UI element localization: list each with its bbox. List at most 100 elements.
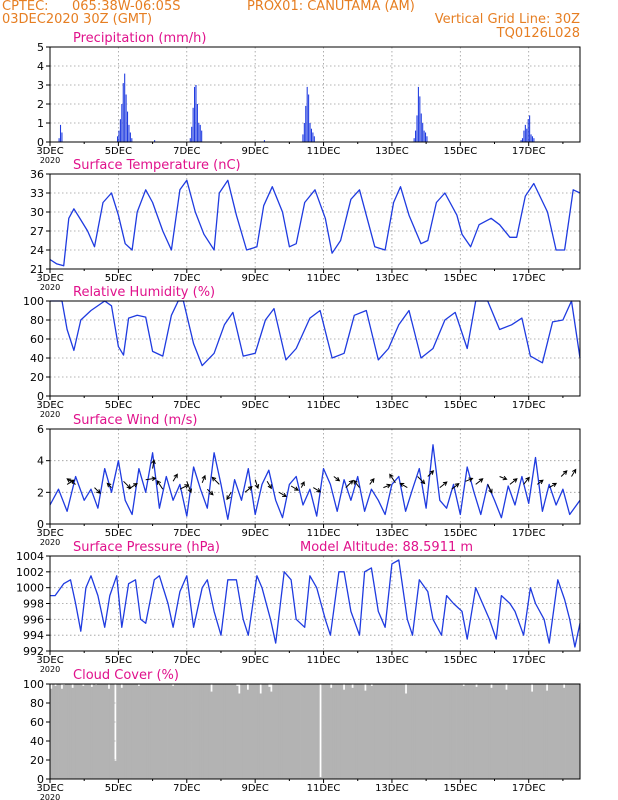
wind-arrow [151, 459, 156, 469]
cloud-bar [376, 684, 380, 779]
x-tick-label: 5DEC [105, 783, 132, 794]
cloud-bar [287, 684, 290, 779]
cloud-bar [503, 684, 506, 779]
wind-arrow [128, 483, 138, 490]
x-tick-label: 11DEC [307, 783, 341, 794]
wind-line [49, 444, 581, 520]
cloud-bar [107, 688, 111, 779]
wind-arrow [94, 487, 101, 494]
cloud-bar [443, 684, 446, 779]
press-line [50, 559, 581, 648]
wind-arrow [123, 480, 132, 490]
x-tick-label: 3DEC [36, 273, 63, 284]
cloud-bar [477, 684, 480, 779]
cloud-bar [184, 684, 188, 779]
cloud-bar [171, 685, 175, 779]
x-tick-label: 15DEC [443, 528, 477, 539]
y-tick-label: 0 [37, 773, 44, 786]
wind-arrow [211, 476, 220, 485]
wind-arrow [487, 484, 493, 494]
cloud-bar [111, 684, 115, 779]
x-tick-label: 9DEC [241, 783, 268, 794]
cloud-bar [413, 684, 416, 779]
cloud-bar [75, 684, 79, 779]
cloud-bar [114, 760, 117, 779]
cloud-bar [227, 684, 230, 779]
precip-bar [305, 105, 307, 142]
precip-bar [413, 138, 415, 142]
cloud-bar [520, 684, 523, 779]
cloud-bar [451, 684, 455, 779]
cloud-bar [139, 684, 143, 779]
x-tick-label: 11DEC [307, 528, 341, 539]
y-tick-label: 3 [37, 79, 44, 92]
cloud-bar [483, 684, 487, 779]
cloud-bar [293, 684, 297, 779]
precip-bar [126, 111, 129, 142]
cloud-bar [334, 684, 337, 779]
precip-bar [303, 123, 305, 142]
wind-arrow [427, 470, 435, 477]
cloud-bar [460, 684, 463, 779]
wind-arrow [560, 470, 568, 477]
cloud-bar [389, 684, 393, 779]
precip-bar [417, 86, 419, 142]
wind-arrow [439, 481, 448, 488]
panel-title: Surface Temperature (nC) [73, 158, 241, 173]
cloud-bar [103, 684, 106, 779]
cloud-bar [351, 687, 354, 779]
cloud-bar [186, 684, 190, 779]
cloud-bar [537, 684, 540, 779]
cloud-bar [344, 684, 348, 779]
precip-bar [118, 130, 120, 142]
cloud-bar [332, 684, 335, 779]
cloud-bar [282, 684, 286, 779]
x-year-label: 2020 [40, 538, 60, 547]
cloud-bar [229, 684, 233, 779]
cloud-bar [327, 684, 331, 779]
x-year-label: 2020 [40, 283, 60, 292]
cloud-bar [436, 684, 440, 779]
x-tick-label: 13DEC [375, 400, 409, 411]
cloud-bar [524, 684, 527, 779]
x-tick-label: 15DEC [443, 655, 477, 666]
cloud-bar [447, 684, 451, 779]
wind-arrow [451, 482, 460, 490]
precip-bar [131, 138, 133, 142]
y-tick-label: 80 [30, 314, 44, 327]
y-tick-label: 994 [23, 629, 44, 642]
x-tick-label: 17DEC [512, 146, 546, 157]
cloud-bar [118, 684, 121, 779]
cloud-bar [560, 684, 564, 779]
cloud-bar [441, 684, 444, 779]
cloud-bar [321, 684, 324, 779]
panel-temp: 21 24 27 30 33 36 3DEC 5DEC 7DEC 9DEC 11DEC 13DEC 15… [30, 158, 581, 292]
y-tick-label: 20 [30, 371, 44, 384]
cloud-bar [466, 684, 470, 779]
precip-bar [61, 132, 63, 142]
panel-rh: 0 20 40 60 80 100 3DEC 5DEC 7DEC 9DEC 11DEC 13DEC 15… [23, 285, 581, 419]
x-tick-label: 3DEC [36, 400, 63, 411]
wind-arrow [571, 468, 577, 477]
cloud-bar [554, 684, 557, 779]
cloud-bar [532, 684, 536, 779]
x-tick-label: 3DEC [36, 655, 63, 666]
cloud-bar [267, 686, 271, 779]
x-tick-label: 5DEC [105, 146, 132, 157]
x-year-label: 2020 [40, 156, 60, 165]
x-tick-label: 17DEC [512, 528, 546, 539]
cloud-bar [362, 684, 365, 779]
cloud-bar [340, 684, 344, 779]
wind-arrow [254, 479, 260, 490]
cloud-bar [391, 684, 395, 779]
precip-bar [189, 138, 191, 142]
cloud-bar [146, 684, 149, 779]
cloud-bar [428, 684, 431, 779]
panel-title: Surface Wind (m/s) [73, 413, 197, 428]
cloud-bar [434, 684, 438, 779]
cloud-bar [509, 684, 513, 779]
wind-arrow [475, 478, 484, 485]
x-tick-label: 7DEC [173, 273, 200, 284]
cloud-bar [445, 684, 448, 779]
